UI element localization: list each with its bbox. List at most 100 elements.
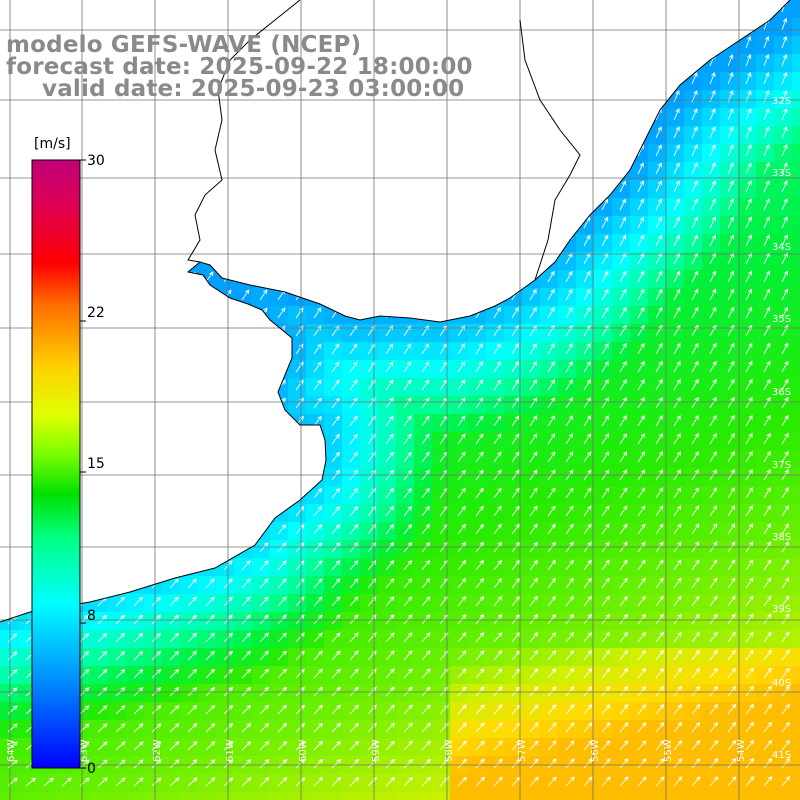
wind-speed-cell	[522, 504, 541, 523]
wind-arrow	[619, 433, 628, 445]
wind-arrow	[763, 252, 770, 265]
wind-arrow	[241, 777, 252, 787]
wind-arrow	[691, 613, 700, 625]
wind-arrow	[205, 668, 216, 679]
wind-arrow	[763, 631, 772, 643]
wind-speed-cell	[180, 720, 199, 739]
wind-arrow	[709, 613, 718, 625]
wind-arrow	[475, 595, 485, 607]
wind-arrow	[169, 632, 180, 643]
latitude-label: 35S	[772, 314, 791, 325]
wind-arrow	[745, 432, 753, 445]
wind-speed-cell	[666, 522, 685, 541]
wind-arrow	[187, 632, 197, 643]
wind-arrow	[187, 777, 198, 787]
wind-speed-cell	[360, 468, 379, 487]
model-title: modelo GEFS-WAVE (NCEP)	[6, 32, 362, 58]
wind-speed-cell	[198, 774, 217, 793]
wind-arrow	[205, 777, 216, 787]
wind-arrow	[691, 216, 698, 229]
wind-arrow	[475, 632, 485, 643]
wind-arrow	[457, 415, 466, 427]
wind-speed-cell	[216, 774, 235, 793]
wind-arrow	[493, 577, 502, 589]
wind-speed-cell	[180, 630, 199, 649]
wind-arrow	[673, 758, 683, 769]
wind-arrow	[277, 704, 288, 715]
wind-arrow	[313, 578, 323, 589]
wind-arrow	[403, 632, 413, 643]
wind-speed-cell	[234, 594, 253, 613]
wind-arrow	[547, 306, 555, 319]
wind-speed-cell	[450, 432, 469, 451]
wind-arrow	[277, 524, 287, 535]
wind-arrow	[673, 667, 682, 679]
wind-speed-cell	[684, 594, 703, 613]
wind-arrow	[637, 433, 646, 445]
wind-speed-cell	[180, 774, 199, 793]
wind-arrow	[655, 649, 664, 661]
wind-speed-cell	[792, 540, 800, 559]
wind-arrow	[277, 578, 287, 589]
wind-arrow	[61, 777, 72, 787]
wind-arrow	[727, 487, 736, 499]
wind-speed-cell	[270, 702, 289, 721]
wind-arrow	[385, 704, 395, 715]
wind-arrow	[619, 776, 629, 787]
wind-arrow	[493, 704, 503, 715]
wind-speed-cell	[738, 792, 757, 800]
wind-arrow	[277, 614, 287, 625]
wind-arrow	[331, 614, 341, 625]
wind-arrow	[781, 35, 788, 49]
wind-arrow	[151, 596, 161, 607]
wind-speed-cell	[432, 738, 451, 757]
wind-speed-cell	[792, 414, 800, 433]
wind-arrow	[511, 559, 520, 571]
wind-arrow	[565, 397, 574, 409]
wind-arrow	[709, 739, 719, 751]
wind-arrow	[295, 307, 304, 319]
wind-speed-cell	[234, 648, 253, 667]
wind-arrow	[637, 758, 647, 769]
wind-arrow	[673, 378, 681, 391]
wind-speed-cell	[612, 612, 631, 631]
wind-speed-cell	[360, 702, 379, 721]
wind-arrow	[493, 343, 501, 355]
wind-speed-cell	[756, 648, 775, 667]
wind-speed-cell	[792, 576, 800, 595]
wind-arrow	[331, 560, 341, 571]
wind-speed-cell	[612, 522, 631, 541]
wind-speed-cell	[0, 684, 19, 703]
wind-arrow	[673, 432, 681, 445]
wind-arrow	[457, 505, 466, 517]
wind-arrow	[691, 559, 700, 571]
wind-speed-cell	[684, 792, 703, 800]
wind-arrow	[385, 451, 394, 463]
wind-arrow	[151, 650, 162, 661]
wind-arrow	[655, 162, 662, 175]
wind-arrow	[313, 361, 322, 373]
wind-speed-cell	[576, 774, 595, 793]
wind-arrow	[655, 270, 663, 283]
wind-arrow	[745, 288, 753, 301]
wind-arrow	[673, 306, 681, 319]
wind-arrow	[547, 613, 557, 625]
wind-speed-cell	[450, 774, 469, 793]
wind-arrow	[727, 396, 735, 409]
longitude-label: 59W	[371, 739, 382, 762]
wind-arrow	[583, 776, 593, 787]
wind-arrow	[637, 667, 647, 679]
wind-speed-cell	[162, 720, 181, 739]
longitude-label: 60W	[298, 739, 309, 762]
wind-arrow	[493, 379, 502, 391]
wind-speed-cell	[378, 702, 397, 721]
wind-speed-cell	[504, 432, 523, 451]
wind-arrow	[493, 722, 503, 733]
wind-speed-cell	[234, 666, 253, 685]
wind-arrow	[745, 487, 753, 499]
wind-arrow	[457, 523, 466, 535]
wind-speed-cell	[378, 396, 397, 415]
wind-arrow	[7, 705, 18, 715]
wind-arrow	[493, 595, 503, 607]
wind-speed-cell	[504, 792, 523, 800]
